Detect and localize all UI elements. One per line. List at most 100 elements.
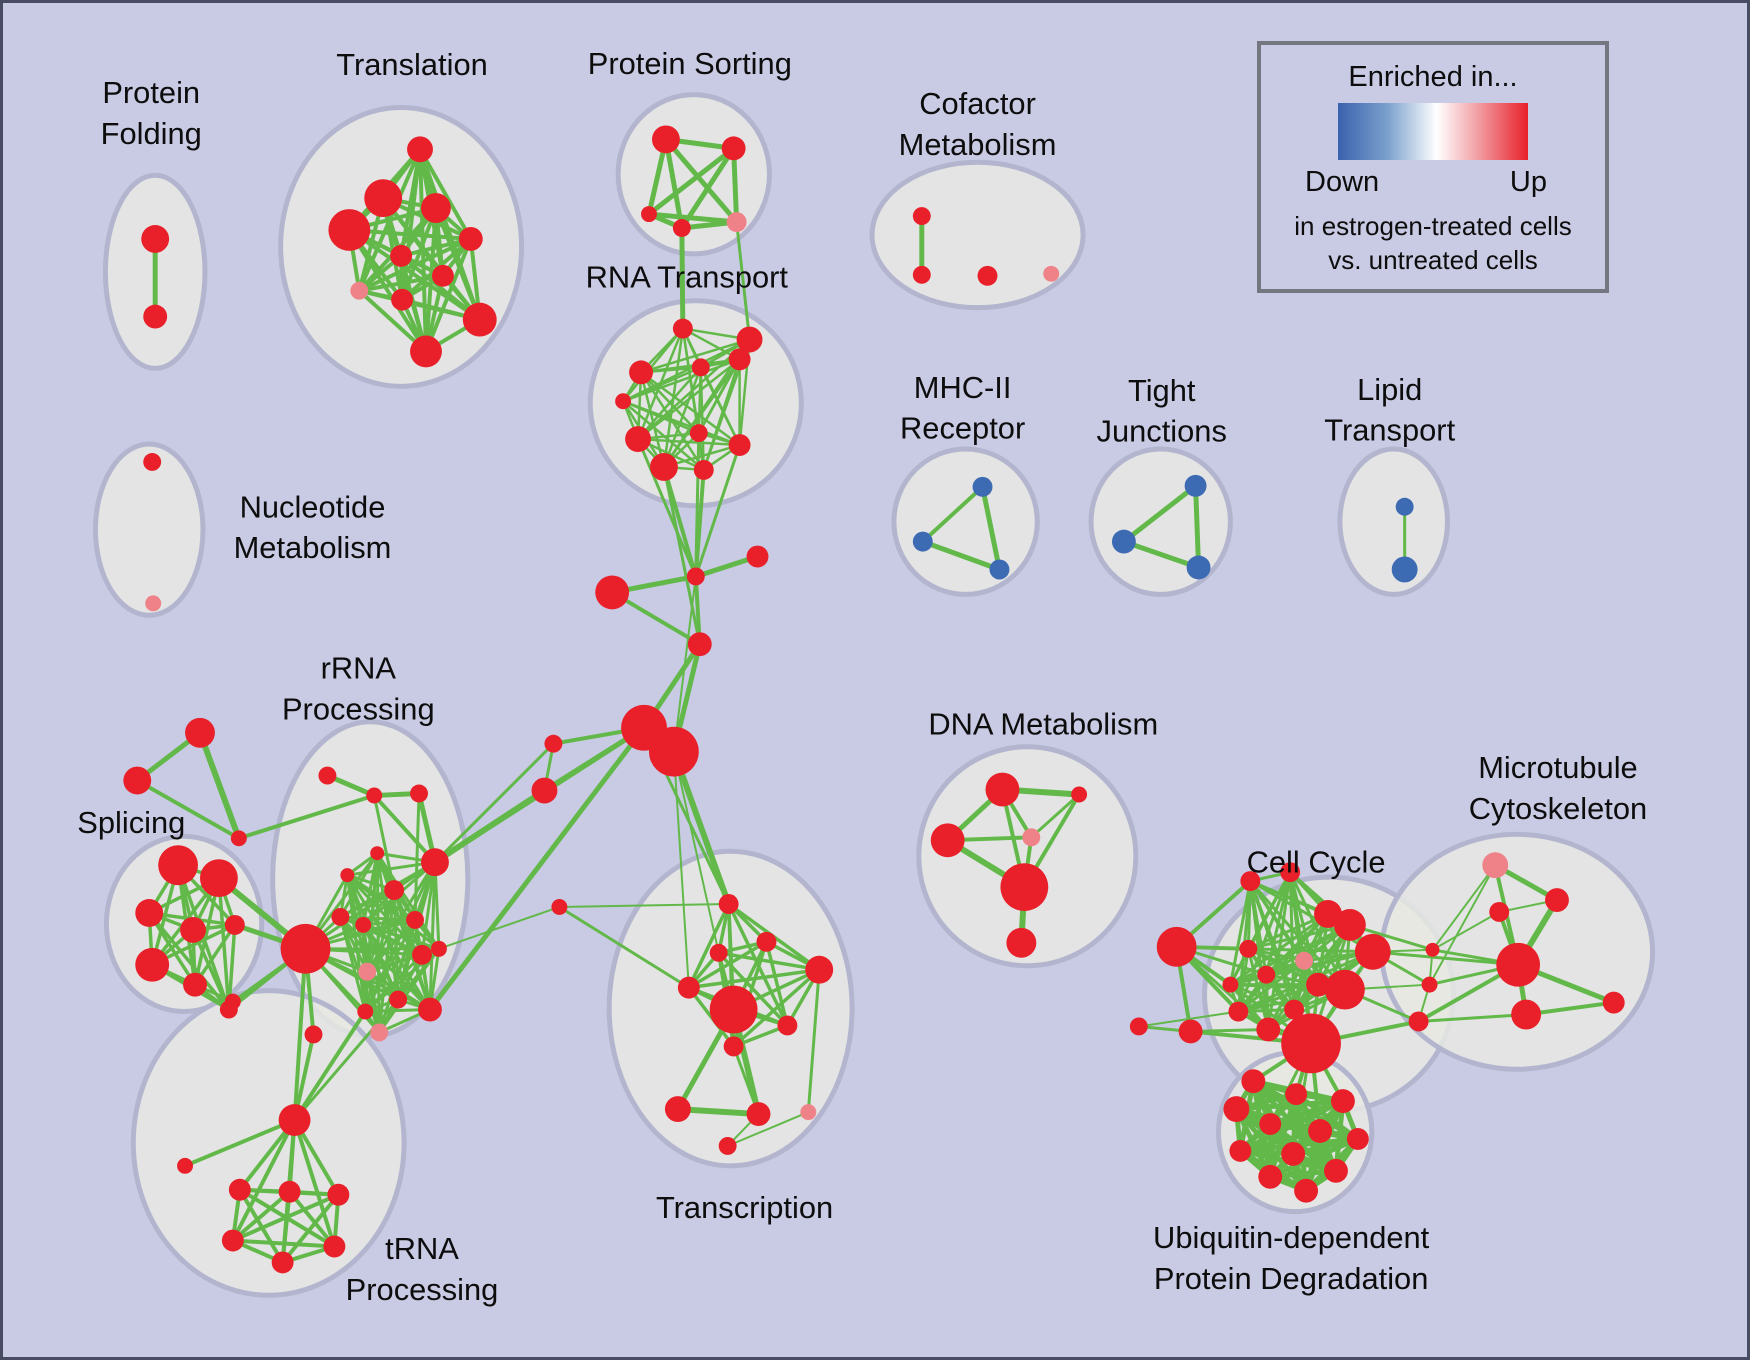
network-node-dm2[interactable] <box>930 823 965 858</box>
network-node-tn5[interactable] <box>327 1183 350 1206</box>
network-node-ub5[interactable] <box>1259 1113 1282 1135</box>
network-node-cc5[interactable] <box>1333 908 1366 941</box>
network-node-rr1[interactable] <box>318 766 337 785</box>
network-node-ps2[interactable] <box>721 136 746 161</box>
network-node-tr11[interactable] <box>410 335 442 368</box>
network-node-tn6[interactable] <box>221 1229 244 1252</box>
network-node-mt5[interactable] <box>1602 991 1625 1014</box>
network-node-ch4[interactable] <box>687 632 712 657</box>
network-node-cc14[interactable] <box>1228 1001 1249 1022</box>
network-node-pf2[interactable] <box>143 304 168 329</box>
network-node-sp4[interactable] <box>180 916 206 943</box>
network-node-rrh[interactable] <box>280 923 331 974</box>
network-node-mc3[interactable] <box>1408 1011 1429 1032</box>
network-node-tr3[interactable] <box>421 193 451 224</box>
network-node-cc8[interactable] <box>1239 939 1258 958</box>
network-node-rr21[interactable] <box>370 1023 389 1042</box>
network-node-cc15[interactable] <box>1256 1017 1281 1042</box>
network-node-rr13[interactable] <box>358 962 377 981</box>
network-node-ps4[interactable] <box>672 219 691 237</box>
network-node-rr17[interactable] <box>357 1003 374 1020</box>
network-node-sp6[interactable] <box>135 947 170 982</box>
network-node-rt10[interactable] <box>728 434 751 456</box>
network-node-tc2[interactable] <box>756 931 777 952</box>
network-node-tn3[interactable] <box>228 1178 251 1201</box>
network-node-cf2[interactable] <box>912 265 931 284</box>
network-node-tn4[interactable] <box>278 1180 301 1203</box>
network-node-st3[interactable] <box>230 830 247 847</box>
network-node-cc9[interactable] <box>1257 965 1276 984</box>
network-node-cc1[interactable] <box>1156 926 1197 967</box>
network-node-tc5[interactable] <box>677 976 700 999</box>
network-node-tr9[interactable] <box>391 288 414 311</box>
network-node-mc1[interactable] <box>1425 942 1440 957</box>
network-node-ps5[interactable] <box>726 212 747 232</box>
network-node-tj2[interactable] <box>1111 529 1136 554</box>
network-node-dm4[interactable] <box>1071 786 1088 803</box>
network-node-lc2[interactable] <box>531 777 558 804</box>
network-node-sp2[interactable] <box>199 859 238 898</box>
network-node-sp5[interactable] <box>224 914 245 935</box>
network-node-rr8[interactable] <box>331 907 350 926</box>
network-node-cc10[interactable] <box>1222 976 1239 993</box>
network-node-hb2[interactable] <box>649 726 699 777</box>
network-node-rr4[interactable] <box>370 846 385 861</box>
network-node-st1[interactable] <box>185 717 215 748</box>
network-node-rr12[interactable] <box>430 940 447 957</box>
network-node-rr16[interactable] <box>418 997 442 1022</box>
network-node-dm3[interactable] <box>1022 828 1041 847</box>
network-node-tr6[interactable] <box>390 244 413 267</box>
network-node-rr3[interactable] <box>410 784 428 803</box>
network-node-ub1[interactable] <box>1241 1069 1266 1094</box>
network-node-ch3[interactable] <box>595 575 630 610</box>
network-node-ub4[interactable] <box>1223 1096 1250 1123</box>
network-node-tc4[interactable] <box>805 955 834 984</box>
network-node-nm1[interactable] <box>143 453 162 471</box>
network-node-st2[interactable] <box>123 766 152 795</box>
network-node-dm5[interactable] <box>1000 863 1049 911</box>
network-node-rr2[interactable] <box>366 787 383 804</box>
network-node-tr10[interactable] <box>462 302 497 337</box>
network-node-tr8[interactable] <box>350 281 369 300</box>
network-node-pf1[interactable] <box>141 225 170 253</box>
network-node-mt3[interactable] <box>1489 902 1510 922</box>
network-node-mth[interactable] <box>1496 942 1541 987</box>
network-node-ub9[interactable] <box>1281 1141 1306 1166</box>
network-node-cc12[interactable] <box>1325 969 1365 1010</box>
network-node-cc13[interactable] <box>1284 999 1305 1020</box>
network-node-mt2[interactable] <box>1545 888 1569 912</box>
network-node-cf1[interactable] <box>912 207 931 226</box>
network-node-rt8[interactable] <box>649 453 678 481</box>
network-node-rr19[interactable] <box>304 1025 323 1044</box>
network-node-tr5[interactable] <box>458 227 483 251</box>
network-node-rr7[interactable] <box>384 880 405 901</box>
network-node-mh1[interactable] <box>972 476 993 497</box>
network-node-rr5[interactable] <box>421 848 449 877</box>
network-node-cc3[interactable] <box>1280 862 1301 883</box>
network-node-dm6[interactable] <box>1006 927 1037 958</box>
network-node-cf3[interactable] <box>977 265 998 286</box>
network-node-rt11[interactable] <box>693 459 714 480</box>
network-node-nm2[interactable] <box>145 595 162 612</box>
network-node-tr1[interactable] <box>407 136 433 163</box>
network-node-lp2[interactable] <box>1391 556 1418 583</box>
network-node-sp1[interactable] <box>158 845 198 886</box>
network-node-cf4[interactable] <box>1043 265 1060 282</box>
network-node-ub12[interactable] <box>1294 1178 1319 1203</box>
network-node-mc2[interactable] <box>1421 976 1438 993</box>
network-node-rr10[interactable] <box>406 910 424 929</box>
network-node-ch2[interactable] <box>746 545 769 568</box>
network-node-rt3[interactable] <box>629 360 653 385</box>
network-node-rt1[interactable] <box>672 318 693 339</box>
network-node-sp7[interactable] <box>183 972 207 997</box>
network-node-mt1[interactable] <box>1482 852 1509 879</box>
network-node-ub11[interactable] <box>1324 1158 1348 1183</box>
network-node-tch[interactable] <box>709 985 758 1034</box>
network-node-cch[interactable] <box>1281 1013 1341 1074</box>
network-node-rr15[interactable] <box>389 990 408 1009</box>
network-node-rr6[interactable] <box>340 868 355 883</box>
network-node-rt9[interactable] <box>689 424 708 443</box>
network-node-mt4[interactable] <box>1511 999 1542 1030</box>
network-node-cc2[interactable] <box>1240 871 1261 892</box>
network-node-mh3[interactable] <box>989 559 1010 580</box>
